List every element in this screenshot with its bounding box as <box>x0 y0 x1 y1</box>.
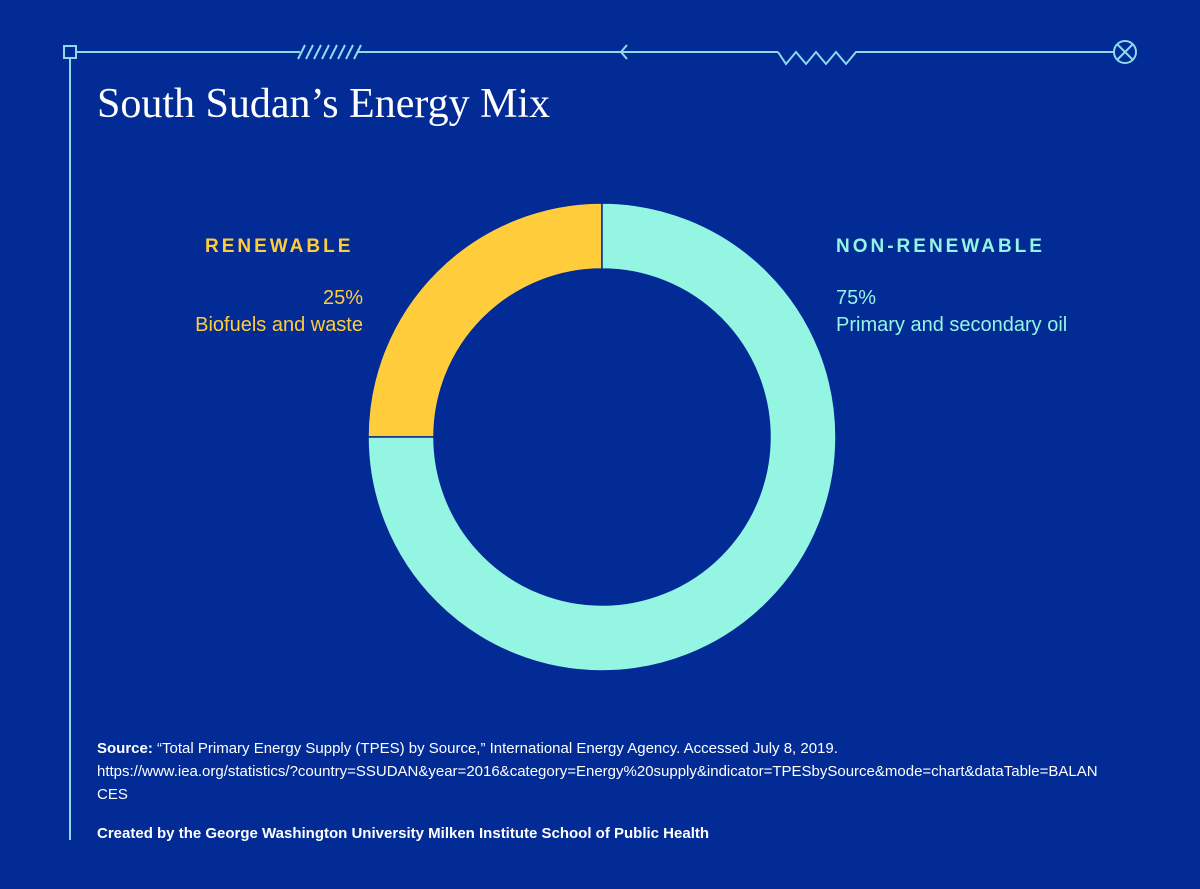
credit-line: Created by the George Washington Univers… <box>97 825 710 842</box>
source-note: Source: “Total Primary Energy Supply (TP… <box>97 737 1107 806</box>
non-renewable-category-label: NON-RENEWABLE <box>836 236 1045 257</box>
source-text: “Total Primary Energy Supply (TPES) by S… <box>152 740 838 757</box>
arrow-left-icon <box>619 44 628 60</box>
slashes-icon <box>297 44 362 60</box>
source-label: Source: <box>97 740 153 757</box>
renewable-percent-label: 25% <box>322 287 363 309</box>
non-renewable-description: Primary and secondary oil <box>836 314 1068 336</box>
source-url: https://www.iea.org/statistics/?country=… <box>97 763 1098 803</box>
circle-x-icon <box>1113 40 1137 64</box>
zigzag-icon <box>777 50 878 66</box>
page-title: South Sudan’s Energy Mix <box>97 81 551 127</box>
donut-slice-renewable <box>367 202 603 438</box>
renewable-category-label: RENEWABLE <box>205 236 354 257</box>
renewable-description: Biofuels and waste <box>195 314 363 336</box>
non-renewable-percent-label: 75% <box>836 287 877 309</box>
donut-slice-non-renewable <box>367 202 837 672</box>
